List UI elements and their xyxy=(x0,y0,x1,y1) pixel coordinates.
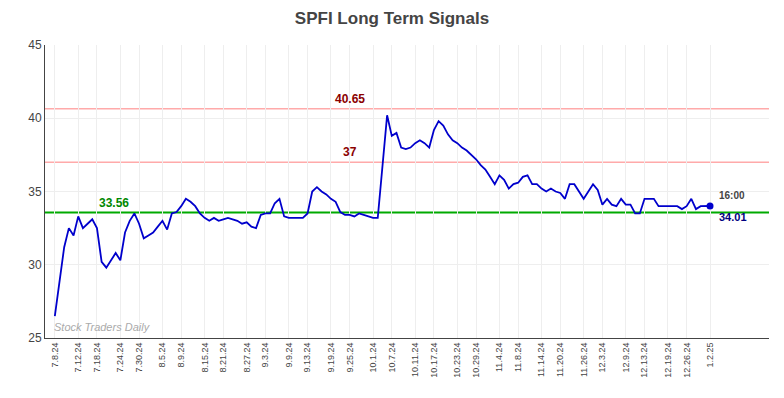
svg-text:9.3.24: 9.3.24 xyxy=(260,343,270,368)
svg-text:10.7.24: 10.7.24 xyxy=(387,343,397,373)
svg-text:40: 40 xyxy=(28,111,42,125)
svg-text:8.9.24: 8.9.24 xyxy=(176,343,186,368)
svg-text:9.25.24: 9.25.24 xyxy=(345,343,355,373)
svg-text:7.24.24: 7.24.24 xyxy=(115,343,125,373)
svg-text:11.8.24: 11.8.24 xyxy=(513,343,523,372)
svg-text:10.17.24: 10.17.24 xyxy=(429,343,439,378)
svg-text:45: 45 xyxy=(28,38,42,52)
svg-text:10.23.24: 10.23.24 xyxy=(452,343,462,378)
svg-text:10.11.24: 10.11.24 xyxy=(410,343,420,377)
svg-text:9.13.24: 9.13.24 xyxy=(302,343,312,373)
svg-text:8.27.24: 8.27.24 xyxy=(242,343,252,373)
svg-text:11.20.24: 11.20.24 xyxy=(555,343,565,377)
svg-text:10.1.24: 10.1.24 xyxy=(368,343,378,373)
svg-text:12.26.24: 12.26.24 xyxy=(682,343,692,378)
svg-text:7.12.24: 7.12.24 xyxy=(73,343,83,373)
svg-text:7.30.24: 7.30.24 xyxy=(134,343,144,373)
svg-text:16:00: 16:00 xyxy=(719,190,745,201)
svg-text:1.2.25: 1.2.25 xyxy=(705,343,715,368)
svg-text:40.65: 40.65 xyxy=(335,92,365,106)
svg-text:25: 25 xyxy=(28,331,42,345)
svg-text:30: 30 xyxy=(28,258,42,272)
svg-text:12.19.24: 12.19.24 xyxy=(663,343,673,378)
svg-text:37: 37 xyxy=(343,145,357,159)
svg-text:12.3.24: 12.3.24 xyxy=(597,343,607,373)
svg-text:Stock Traders Daily: Stock Traders Daily xyxy=(54,321,151,333)
svg-text:8.15.24: 8.15.24 xyxy=(200,343,210,373)
svg-text:34.01: 34.01 xyxy=(719,211,747,223)
svg-text:7.18.24: 7.18.24 xyxy=(92,343,102,373)
svg-text:33.56: 33.56 xyxy=(99,196,129,210)
svg-text:11.14.24: 11.14.24 xyxy=(536,343,546,377)
svg-text:9.19.24: 9.19.24 xyxy=(326,343,336,373)
svg-text:8.5.24: 8.5.24 xyxy=(157,343,167,368)
svg-text:11.26.24: 11.26.24 xyxy=(579,343,589,377)
svg-text:7.8.24: 7.8.24 xyxy=(50,343,60,368)
svg-text:8.21.24: 8.21.24 xyxy=(218,343,228,373)
svg-text:SPFI Long Term Signals: SPFI Long Term Signals xyxy=(295,9,489,28)
svg-text:12.13.24: 12.13.24 xyxy=(639,343,649,378)
svg-text:12.9.24: 12.9.24 xyxy=(621,343,631,373)
svg-text:11.4.24: 11.4.24 xyxy=(494,343,504,372)
svg-text:10.29.24: 10.29.24 xyxy=(471,343,481,378)
svg-text:9.9.24: 9.9.24 xyxy=(284,343,294,368)
svg-text:35: 35 xyxy=(28,185,42,199)
